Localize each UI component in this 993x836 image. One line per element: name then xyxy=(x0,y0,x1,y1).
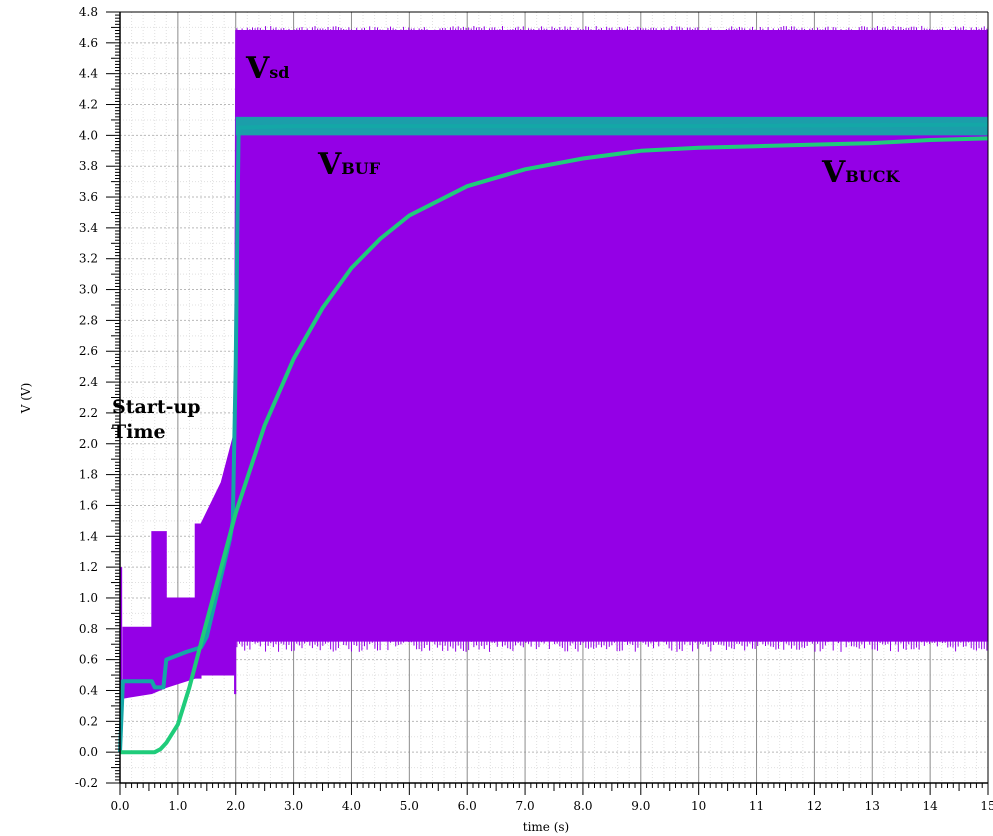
labels: -0.2 0.0 0.2 0.4 0.6 0.8 1.0 1.2 1.4 1.6 1.8 2.0 2.2… xyxy=(75,5,993,813)
x-tick-label: 13 xyxy=(865,799,880,813)
series-label-vbuck-sub: BUCK xyxy=(845,167,900,186)
x-tick-label: 10 xyxy=(691,799,706,813)
x-tick-label: 4.0 xyxy=(342,799,361,813)
y-tick-label: 2.4 xyxy=(79,375,98,389)
x-tick-label: 7.0 xyxy=(516,799,535,813)
x-axis-title: time (s) xyxy=(523,820,569,834)
x-tick-label: 6.0 xyxy=(458,799,477,813)
y-tick-label: 1.8 xyxy=(79,468,98,482)
series-vbuck-line xyxy=(120,136,989,755)
annotation-time: Time xyxy=(112,421,166,443)
svg-text:VBUCK: VBUCK xyxy=(821,155,900,190)
y-tick-label: 1.6 xyxy=(79,498,98,512)
x-tick-label: 2.0 xyxy=(226,799,245,813)
y-tick-label: 4.2 xyxy=(79,98,98,112)
x-tick-label: 1.0 xyxy=(168,799,187,813)
y-tick-label: 4.0 xyxy=(79,128,98,142)
series-label-vbuf-main: V xyxy=(317,147,342,182)
y-tick-label: 0.2 xyxy=(79,714,98,728)
x-tick-label: 3.0 xyxy=(284,799,303,813)
series-vsd xyxy=(120,25,989,699)
x-tick-label: 12 xyxy=(807,799,822,813)
x-tick-label: 15 xyxy=(980,799,993,813)
y-tick-label: 3.2 xyxy=(79,252,98,266)
y-tick-label: 0.4 xyxy=(79,683,98,697)
y-tick-label: 3.4 xyxy=(79,221,98,235)
y-tick-label: 2.6 xyxy=(79,344,98,358)
annotation-startup: Start-up xyxy=(112,396,201,418)
y-tick-label: 4.4 xyxy=(79,67,98,81)
y-tick-label: 2.8 xyxy=(79,313,98,327)
y-tick-label: -0.2 xyxy=(75,776,98,790)
y-tick-label: 0.8 xyxy=(79,622,98,636)
y-tick-label: 0.0 xyxy=(79,745,98,759)
series-label-vsd-sub: sd xyxy=(269,63,289,82)
y-tick-label: 2.0 xyxy=(79,437,98,451)
x-tick-label: 5.0 xyxy=(400,799,419,813)
y-tick-label: 0.6 xyxy=(79,653,98,667)
y-tick-label: 1.0 xyxy=(79,591,98,605)
y-tick-label: 1.4 xyxy=(79,529,98,543)
y-tick-label: 2.2 xyxy=(79,406,98,420)
y-tick-label: 4.8 xyxy=(79,5,98,19)
x-tick-label: 11 xyxy=(749,799,764,813)
y-tick-label: 4.6 xyxy=(79,36,98,50)
series-label-vbuck-main: V xyxy=(821,155,846,190)
svg-text:VBUF: VBUF xyxy=(317,147,381,182)
x-tick-label: 9.0 xyxy=(631,799,650,813)
y-tick-label: 3.8 xyxy=(79,159,98,173)
series-vbuf-band xyxy=(235,116,988,136)
y-tick-label: 3.0 xyxy=(79,283,98,297)
x-tick-label: 14 xyxy=(922,799,938,813)
x-tick-label: 8.0 xyxy=(573,799,592,813)
y-tick-label: 3.6 xyxy=(79,190,98,204)
y-axis-title: V (V) xyxy=(19,383,33,415)
series-lines xyxy=(118,116,989,755)
axes xyxy=(106,11,989,795)
series-label-vbuf: VBUF xyxy=(317,147,381,182)
series-label-vsd: Vsd xyxy=(245,51,289,86)
series-label-vbuf-sub: BUF xyxy=(341,159,380,178)
y-tick-label: 1.2 xyxy=(79,560,98,574)
x-tick-label: 0.0 xyxy=(110,799,129,813)
series-label-vsd-main: V xyxy=(245,51,270,86)
svg-text:Vsd: Vsd xyxy=(245,51,289,86)
series-label-vbuck: VBUCK xyxy=(821,155,900,190)
